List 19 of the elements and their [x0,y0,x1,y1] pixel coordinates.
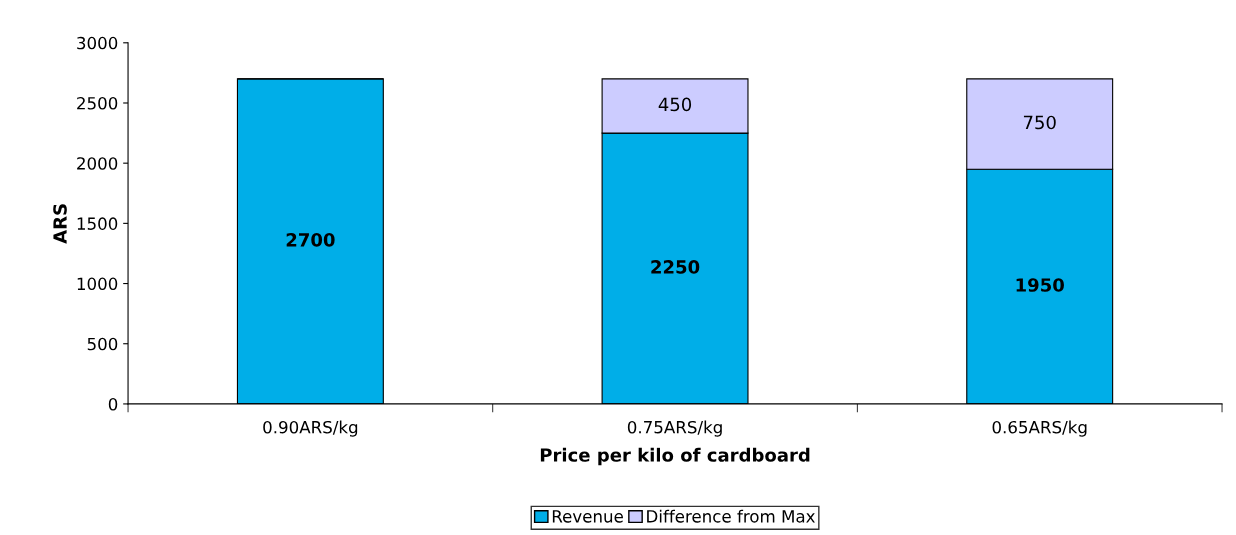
y-tick-label: 500 [87,337,118,351]
y-axis-title: ARS [53,204,67,244]
y-tick-label: 2500 [77,96,118,110]
y-tick-label: 3000 [77,36,118,50]
y-tick-label: 0 [108,397,118,411]
data-label: 1950 [1016,278,1064,292]
x-axis-title: Price per kilo of cardboard [540,447,810,466]
y-tick-label: 2000 [77,157,118,170]
x-tick-label: 0.90ARS/kg [263,420,358,437]
data-label: 2700 [286,233,335,247]
x-tick-label: 0.75ARS/kg [627,420,722,437]
legend-label: Difference from Max [647,509,815,523]
x-tick-label: 0.65ARS/kg [992,420,1087,437]
y-tick-label: 1500 [77,217,118,230]
legend-label: Revenue [552,510,623,523]
data-label: 2250 [651,260,700,274]
data-label: 450 [658,97,692,112]
y-tick-label: 1000 [77,277,118,291]
data-label: 750 [1023,115,1056,130]
